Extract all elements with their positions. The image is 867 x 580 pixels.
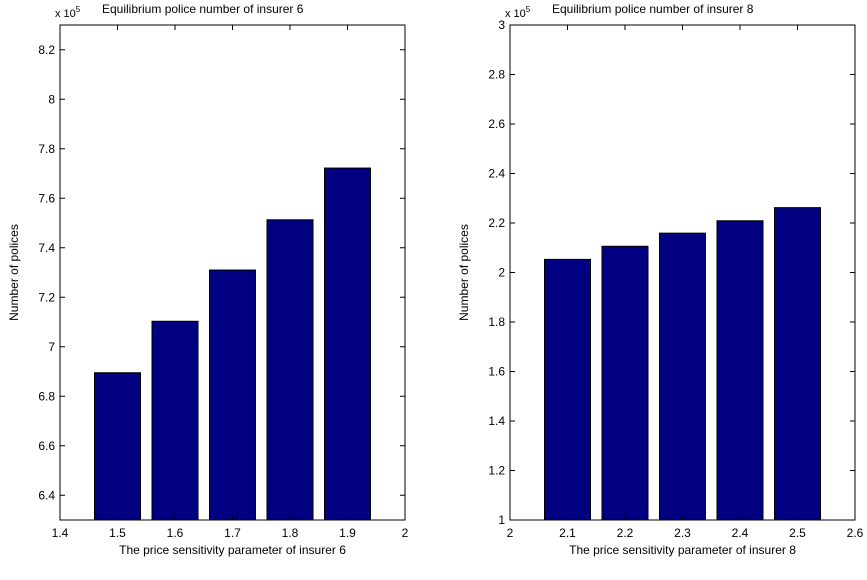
y-tick-label: 7.4 bbox=[38, 241, 55, 255]
y-tick-label: 2.2 bbox=[488, 216, 505, 230]
bar-4 bbox=[324, 167, 371, 521]
y-tick-label: 1.8 bbox=[488, 315, 505, 329]
x-tick-label: 2.2 bbox=[617, 526, 634, 540]
y-axis-label: Number of polices bbox=[7, 224, 21, 321]
bar-0 bbox=[544, 258, 591, 521]
chart-insurer-6: 1.4 1.5 1.6 1.7 1.8 1.9 2 6.4 6.6 6.8 7 7.2 7.4 7.6 7.… bbox=[7, 2, 409, 557]
x-axis-label: The price sensitivity parameter of insur… bbox=[569, 543, 796, 557]
y-multiplier: x 105 bbox=[505, 5, 531, 20]
x-tick-label: 1.4 bbox=[52, 526, 69, 540]
y-tick-label: 6.6 bbox=[38, 439, 55, 453]
chart-insurer-8: 2 2.1 2.2 2.3 2.4 2.5 2.6 1 1.2 1.4 1.6 1.8 2 2.2 2.4 2… bbox=[457, 2, 864, 557]
bar-3 bbox=[266, 219, 314, 521]
chart-title: Equilibrium police number of insurer 8 bbox=[552, 2, 754, 16]
x-tick-label: 1.9 bbox=[339, 526, 356, 540]
x-tick-label: 2.4 bbox=[732, 526, 749, 540]
y-axis-label: Number of polices bbox=[457, 224, 471, 321]
y-tick-label: 2.6 bbox=[488, 117, 505, 131]
y-tick-label: 2.8 bbox=[488, 68, 505, 82]
y-tick-label: 1.2 bbox=[488, 464, 505, 478]
x-tick-label: 2.6 bbox=[847, 526, 864, 540]
x-tick-label: 1.7 bbox=[224, 526, 241, 540]
bar-2 bbox=[209, 269, 256, 521]
y-tick-label: 7.6 bbox=[38, 191, 55, 205]
y-tick-label: 8.2 bbox=[38, 43, 55, 57]
bar-3 bbox=[716, 220, 764, 521]
y-tick-label: 2 bbox=[498, 266, 505, 280]
bar-4 bbox=[774, 207, 821, 521]
y-tick-label: 7.2 bbox=[38, 290, 55, 304]
y-tick-label: 6.4 bbox=[38, 488, 55, 502]
x-tick-label: 2 bbox=[402, 526, 409, 540]
y-tick-label: 3 bbox=[498, 18, 505, 32]
x-axis-label: The price sensitivity parameter of insur… bbox=[119, 543, 346, 557]
y-multiplier: x 105 bbox=[55, 5, 81, 20]
bar-2 bbox=[659, 232, 706, 521]
y-tick-label: 2.4 bbox=[488, 167, 505, 181]
x-tick-label: 2.5 bbox=[789, 526, 806, 540]
chart-title: Equilibrium police number of insurer 6 bbox=[102, 2, 304, 16]
x-tick-label: 2.3 bbox=[674, 526, 691, 540]
y-tick-label: 6.8 bbox=[38, 389, 55, 403]
x-tick-label: 1.5 bbox=[109, 526, 126, 540]
y-tick-label: 1.6 bbox=[488, 365, 505, 379]
x-tick-label: 1.8 bbox=[282, 526, 299, 540]
y-tick-label: 7 bbox=[48, 340, 55, 354]
x-tick-label: 2 bbox=[507, 526, 514, 540]
y-tick-label: 8 bbox=[48, 92, 55, 106]
y-tick-label: 1 bbox=[498, 513, 505, 527]
bar-0 bbox=[94, 372, 141, 521]
y-tick-label: 1.4 bbox=[488, 414, 505, 428]
x-tick-label: 1.6 bbox=[167, 526, 184, 540]
x-tick-label: 2.1 bbox=[559, 526, 576, 540]
y-tick-label: 7.8 bbox=[38, 142, 55, 156]
bar-1 bbox=[601, 245, 649, 521]
bar-1 bbox=[151, 320, 199, 521]
